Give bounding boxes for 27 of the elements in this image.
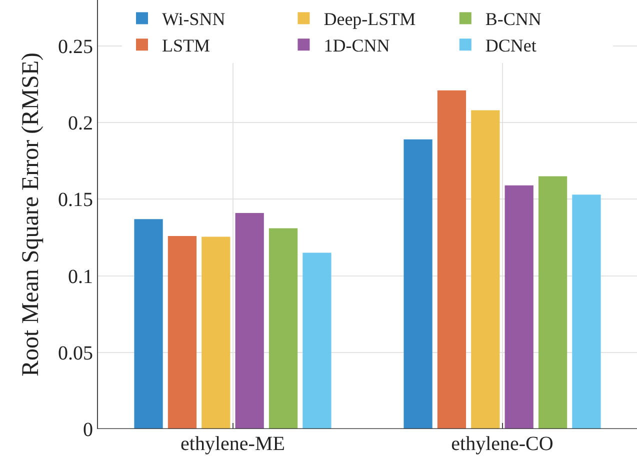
legend-label: Deep-LSTM [324, 9, 416, 30]
legend-label: 1D-CNN [324, 36, 390, 56]
bar [437, 90, 466, 429]
x-tick-label: ethylene-CO [451, 433, 554, 455]
bar [538, 176, 568, 429]
bar [504, 185, 534, 429]
bar [471, 110, 500, 429]
bar [168, 236, 197, 429]
legend-label: DCNet [485, 36, 536, 56]
y-tick-label: 0.15 [58, 189, 93, 212]
legend-label: LSTM [162, 36, 210, 56]
x-tick-label: ethylene-ME [180, 433, 285, 455]
bar [268, 228, 298, 429]
y-tick-label: 0.05 [58, 342, 93, 364]
bar [572, 194, 601, 429]
legend-label: Wi-SNN [162, 9, 226, 30]
y-tick-label: 0 [83, 419, 93, 441]
y-tick-label: 0.2 [68, 112, 93, 135]
y-tick-label: 0.1 [68, 266, 93, 288]
bar [235, 212, 264, 429]
bar [404, 139, 432, 429]
bar [202, 236, 230, 429]
legend-label: B-CNN [485, 9, 542, 30]
y-axis-title: Root Mean Square Error (RMSE) [18, 52, 44, 376]
y-tick-label: 0.25 [58, 36, 93, 58]
bar [134, 219, 163, 429]
bar [302, 252, 332, 429]
